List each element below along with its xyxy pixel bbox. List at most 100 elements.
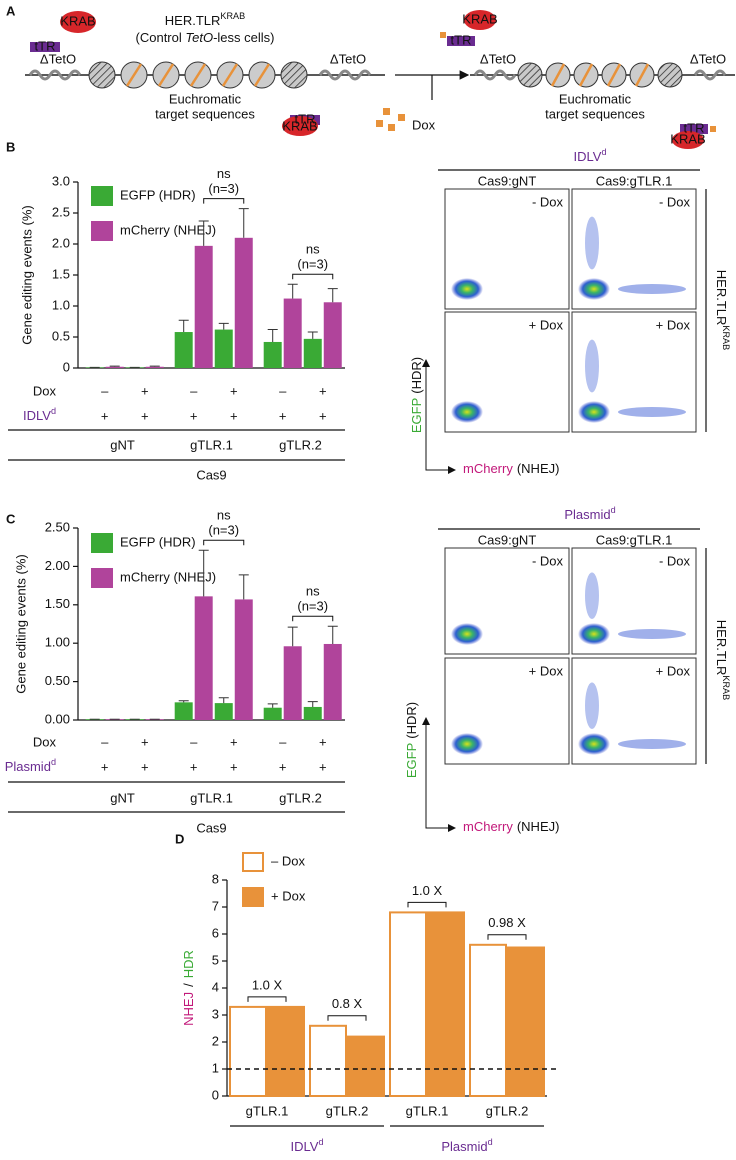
treatment-label: - Dox xyxy=(532,194,564,209)
condition-value: + xyxy=(190,408,198,423)
legend-swatch xyxy=(91,533,113,553)
condition-value: + xyxy=(141,759,149,774)
group-label: gTLR.1 xyxy=(190,790,233,805)
side-label: HER.TLRKRAB xyxy=(714,270,731,350)
text-part: mCherry xyxy=(463,819,513,834)
condition-value: + xyxy=(230,734,238,749)
target-label: target sequences xyxy=(545,106,645,121)
error-bar xyxy=(149,365,160,367)
condition-value: + xyxy=(230,383,238,398)
condition-value: + xyxy=(230,759,238,774)
y-tick-label: 0.5 xyxy=(52,328,70,343)
text-part: Plasmid xyxy=(441,1139,487,1154)
bar xyxy=(303,338,322,368)
cell-population xyxy=(585,572,599,620)
group-label: gNT xyxy=(110,790,135,805)
y-tick-label: 7 xyxy=(212,898,219,913)
cell-population xyxy=(585,682,599,730)
text-part: IDLV xyxy=(574,149,602,164)
x-tick-label: gTLR.1 xyxy=(406,1103,449,1118)
chromatin-left xyxy=(25,11,385,136)
column-label: Cas9:gNT xyxy=(478,532,537,547)
bar xyxy=(145,366,164,368)
bar xyxy=(105,366,124,368)
text-part: HER.TLR xyxy=(165,13,221,28)
y-tick-label: 0 xyxy=(212,1087,219,1102)
condition-value: + xyxy=(319,408,327,423)
bar xyxy=(229,1005,267,1098)
cell-line: HER.TLRKRAB xyxy=(165,11,245,28)
significance-bracket xyxy=(292,615,334,622)
condition-label: IDLVd xyxy=(23,406,56,423)
treatment-label: + Dox xyxy=(529,317,564,332)
group-label: IDLVd xyxy=(291,1137,324,1154)
y-tick-label: 6 xyxy=(212,925,219,940)
flow-title: Plasmidd xyxy=(564,505,615,522)
error-bar xyxy=(267,703,278,708)
error-bar xyxy=(198,549,209,597)
y-axis-label: EGFP (HDR) xyxy=(409,357,424,433)
group-label: gNT xyxy=(110,437,135,452)
y-tick-label: 3 xyxy=(212,1006,219,1021)
bar xyxy=(309,1024,347,1098)
error-bar xyxy=(178,700,189,703)
y-tick-label: 2.50 xyxy=(45,519,70,534)
bar xyxy=(234,599,253,720)
condition-value: – xyxy=(101,383,109,398)
group-label: gTLR.1 xyxy=(190,437,233,452)
treatment-label: - Dox xyxy=(659,194,691,209)
effector-label: KRAB xyxy=(670,131,705,146)
significance-bracket xyxy=(203,198,245,204)
condition-value: + xyxy=(279,408,287,423)
bar xyxy=(323,643,342,720)
text-part: HER.TLR xyxy=(714,620,729,676)
text-part: HER.TLR xyxy=(714,270,729,326)
condition-value: + xyxy=(279,759,287,774)
legend-label: + Dox xyxy=(271,888,306,903)
site-label: ΔTetO xyxy=(40,51,76,66)
repressor-label: tTR xyxy=(35,38,56,53)
group-label: Plasmidd xyxy=(441,1137,492,1154)
x-axis-label: mCherry (NHEJ) xyxy=(463,819,559,834)
cell-population xyxy=(618,284,686,294)
legend-swatch xyxy=(242,887,264,907)
cell-population xyxy=(618,407,686,417)
x-tick-label: gTLR.2 xyxy=(486,1103,529,1118)
text-part: -less cells) xyxy=(213,30,274,45)
error-bar xyxy=(267,329,278,342)
ratio-label: 0.98 X xyxy=(488,915,526,930)
text-part: (Control xyxy=(136,30,186,45)
bar xyxy=(194,596,213,720)
text-part: EGFP xyxy=(404,743,419,778)
legend-swatch xyxy=(91,186,113,206)
treatment-label: - Dox xyxy=(659,553,691,568)
significance-note: (n=3) xyxy=(208,181,239,196)
y-tick-label: 1 xyxy=(212,1060,219,1075)
treatment-label: + Dox xyxy=(529,663,564,678)
y-tick-label: 2.00 xyxy=(45,558,70,573)
error-bar xyxy=(218,322,229,330)
bar xyxy=(267,1005,305,1098)
condition-value: + xyxy=(319,734,327,749)
superscript: KRAB xyxy=(220,11,245,21)
drug-label: Dox xyxy=(412,117,436,132)
ratio-label: 1.0 X xyxy=(412,883,443,898)
superscript: d xyxy=(601,147,606,157)
x-tick-label: gTLR.2 xyxy=(326,1103,369,1118)
error-bar xyxy=(307,701,318,707)
condition-value: – xyxy=(190,734,198,749)
text-part: IDLV xyxy=(291,1139,319,1154)
significance-bracket xyxy=(292,273,334,280)
error-bar xyxy=(238,208,249,238)
bar xyxy=(347,1035,385,1097)
chromatin-right xyxy=(440,10,735,149)
significance-note: (n=3) xyxy=(208,523,239,538)
ratio-bracket xyxy=(327,1015,367,1021)
text-part: HDR xyxy=(181,950,196,978)
text-part: (HDR) xyxy=(409,357,424,394)
superscript: d xyxy=(51,757,56,767)
condition-value: + xyxy=(141,383,149,398)
dox-arrow xyxy=(376,70,470,131)
repressor-label: tTR xyxy=(295,111,316,126)
column-label: Cas9:gTLR.1 xyxy=(596,532,673,547)
